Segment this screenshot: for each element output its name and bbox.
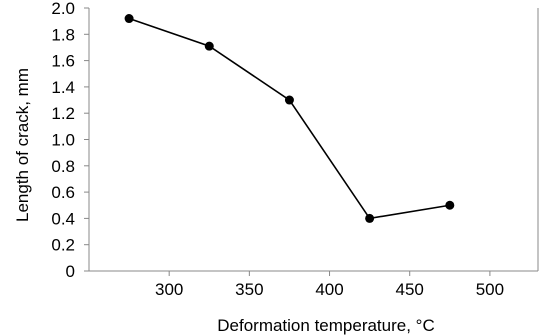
y-tick-label: 0.6	[51, 183, 75, 202]
series-line	[128, 17, 450, 220]
y-tick-label: 2.0	[51, 0, 75, 18]
y-tick-label: 1.6	[51, 52, 75, 71]
y-tick-label: 0.4	[51, 209, 75, 228]
data-point	[204, 41, 214, 51]
y-tick-label: 1.8	[51, 25, 75, 44]
y-tick-label: 0	[66, 262, 75, 281]
x-axis-ticks: 300 350 400 450 500	[155, 271, 504, 299]
x-axis-title: Deformation temperature, °C	[217, 316, 435, 335]
axes	[88, 8, 539, 272]
data-point	[445, 200, 455, 210]
data-point	[124, 14, 134, 24]
y-axis-title: Length of crack, mm	[13, 68, 32, 222]
data-point	[284, 95, 294, 105]
y-tick-label: 1.0	[51, 131, 75, 150]
y-tick-label: 0.8	[51, 157, 75, 176]
y-axis-ticks: 0 0.2 0.4 0.6 0.8 1.0 1.2 1.4 1.6 1.8 2.0	[51, 0, 89, 281]
y-tick-label: 1.2	[51, 104, 75, 123]
x-tick-label: 450	[396, 280, 424, 299]
x-tick-label: 400	[315, 280, 343, 299]
y-tick-label: 1.4	[51, 78, 75, 97]
data-point	[365, 213, 375, 223]
x-tick-label: 350	[235, 280, 263, 299]
x-tick-label: 500	[476, 280, 504, 299]
series-group	[124, 14, 455, 223]
y-tick-label: 0.2	[51, 236, 75, 255]
x-tick-label: 300	[155, 280, 183, 299]
